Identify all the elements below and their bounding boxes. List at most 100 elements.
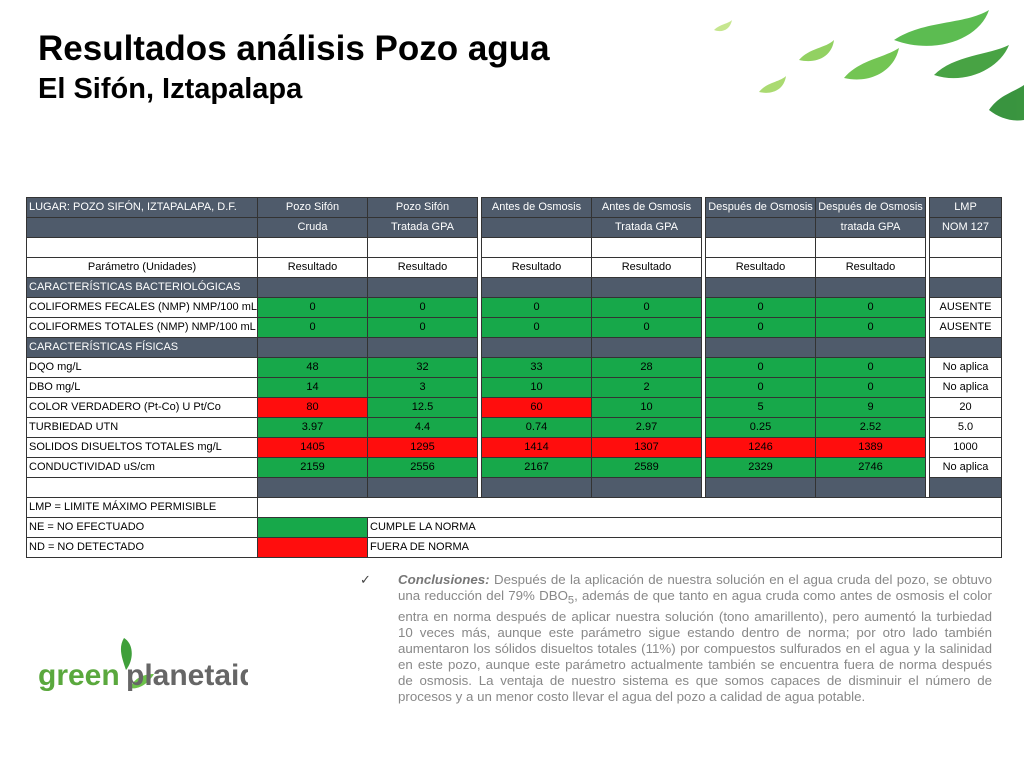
- result-cell: 3: [367, 377, 478, 398]
- table-row: TURBIEDAD UTN 3.97 4.4 0.74 2.97 0.25 2.52 5.0: [26, 417, 1002, 438]
- col-subheader: tratada GPA: [815, 217, 926, 238]
- greenplanetaid-logo: green planetaid: [38, 638, 248, 692]
- result-cell: 2159: [257, 457, 368, 478]
- result-cell: 0: [815, 377, 926, 398]
- col-subheader: Cruda: [257, 217, 368, 238]
- result-cell: 10: [481, 377, 592, 398]
- col-header: Antes de Osmosis: [481, 197, 592, 218]
- param-name: SOLIDOS DISUELTOS TOTALES mg/L: [26, 437, 258, 458]
- result-cell: 48: [257, 357, 368, 378]
- param-name: COLIFORMES TOTALES (NMP) NMP/100 mL: [26, 317, 258, 338]
- col-header: LMP: [929, 197, 1002, 218]
- result-cell: 0: [815, 297, 926, 318]
- lmp-cell: AUSENTE: [929, 297, 1002, 318]
- result-cell: 10: [591, 397, 702, 418]
- result-cell: 1307: [591, 437, 702, 458]
- spacer-row: [26, 477, 1002, 498]
- result-cell: 0: [705, 317, 816, 338]
- lmp-cell: 20: [929, 397, 1002, 418]
- section-row: CARACTERÍSTICAS FÍSICAS: [26, 337, 1002, 358]
- result-label: Resultado: [257, 257, 368, 278]
- col-header: Después de Osmosis: [705, 197, 816, 218]
- result-cell: 0: [815, 357, 926, 378]
- legend-nd: ND = NO DETECTADO: [26, 537, 258, 558]
- param-name: COLIFORMES FECALES (NMP) NMP/100 mL: [26, 297, 258, 318]
- col-subheader: [481, 217, 592, 238]
- result-cell: 0: [591, 317, 702, 338]
- logo-word-planetaid: planetaid: [126, 659, 248, 692]
- result-label: Resultado: [591, 257, 702, 278]
- result-cell: 2589: [591, 457, 702, 478]
- legend-lmp: LMP = LIMITE MÁXIMO PERMISIBLE: [26, 497, 258, 518]
- result-cell: 1405: [257, 437, 368, 458]
- result-cell: 2.97: [591, 417, 702, 438]
- result-cell: 60: [481, 397, 592, 418]
- result-cell: 0: [705, 297, 816, 318]
- result-cell: 2329: [705, 457, 816, 478]
- conclusion-block: ✓ Conclusiones: Después de la aplicación…: [360, 572, 992, 705]
- result-cell: 33: [481, 357, 592, 378]
- param-header-row: Parámetro (Unidades) Resultado Resultado…: [26, 257, 1002, 278]
- col-subheader: [705, 217, 816, 238]
- table-row: COLIFORMES FECALES (NMP) NMP/100 mL 0 0 0 0 0…: [26, 297, 1002, 318]
- result-label: Resultado: [481, 257, 592, 278]
- lmp-cell: 1000: [929, 437, 1002, 458]
- result-cell: 2746: [815, 457, 926, 478]
- col-subheader: NOM 127: [929, 217, 1002, 238]
- result-cell: 0: [257, 317, 368, 338]
- checkmark-icon: ✓: [360, 572, 371, 587]
- col-header: Pozo Sifón: [257, 197, 368, 218]
- result-cell: 1414: [481, 437, 592, 458]
- param-label: Parámetro (Unidades): [26, 257, 258, 278]
- result-label: Resultado: [367, 257, 478, 278]
- lmp-cell: AUSENTE: [929, 317, 1002, 338]
- param-name: COLOR VERDADERO (Pt-Co) U Pt/Co: [26, 397, 258, 418]
- section-bacteriological: CARACTERÍSTICAS BACTERIOLÓGICAS: [26, 277, 258, 298]
- result-cell: 2: [591, 377, 702, 398]
- table-row: CONDUCTIVIDAD uS/cm 2159 2556 2167 2589 2329 2…: [26, 457, 1002, 478]
- results-table: LUGAR: POZO SIFÓN, IZTAPALAPA, D.F. Pozo…: [26, 197, 1002, 558]
- result-cell: 0: [705, 377, 816, 398]
- result-cell: 1295: [367, 437, 478, 458]
- result-cell: 0: [705, 357, 816, 378]
- param-name: DQO mg/L: [26, 357, 258, 378]
- section-physical: CARACTERÍSTICAS FÍSICAS: [26, 337, 258, 358]
- result-cell: 80: [257, 397, 368, 418]
- table-row: DBO mg/L 14 3 10 2 0 0 No aplica: [26, 377, 1002, 398]
- slide-title: Resultados análisis Pozo agua: [38, 29, 550, 68]
- legend-green-label: CUMPLE LA NORMA: [367, 517, 1002, 538]
- title-block: Resultados análisis Pozo agua El Sifón, …: [38, 30, 598, 106]
- result-cell: 4.4: [367, 417, 478, 438]
- result-label: Resultado: [705, 257, 816, 278]
- result-cell: 32: [367, 357, 478, 378]
- result-cell: 1246: [705, 437, 816, 458]
- result-cell: 14: [257, 377, 368, 398]
- result-cell: 0: [367, 317, 478, 338]
- result-cell: 1389: [815, 437, 926, 458]
- col-header: Antes de Osmosis: [591, 197, 702, 218]
- result-cell: 0.25: [705, 417, 816, 438]
- logo-word-green: green: [38, 659, 120, 692]
- col-subheader: Tratada GPA: [367, 217, 478, 238]
- green-leaves-decoration: [714, 10, 1024, 121]
- result-cell: 3.97: [257, 417, 368, 438]
- legend-red-label: FUERA DE NORMA: [367, 537, 1002, 558]
- result-cell: 0: [815, 317, 926, 338]
- legend-green-swatch: [257, 517, 368, 538]
- subheader-row: Cruda Tratada GPA Tratada GPA tratada GP…: [26, 217, 1002, 238]
- param-name: CONDUCTIVIDAD uS/cm: [26, 457, 258, 478]
- lmp-cell: No aplica: [929, 457, 1002, 478]
- result-cell: 0.74: [481, 417, 592, 438]
- result-cell: 0: [257, 297, 368, 318]
- legend-row: LMP = LIMITE MÁXIMO PERMISIBLE: [26, 497, 1002, 518]
- lmp-cell: No aplica: [929, 377, 1002, 398]
- table-row: COLOR VERDADERO (Pt-Co) U Pt/Co 80 12.5 60 1…: [26, 397, 1002, 418]
- col-header: Después de Osmosis: [815, 197, 926, 218]
- legend-row: NE = NO EFECTUADO CUMPLE LA NORMA: [26, 517, 1002, 538]
- result-cell: 2.52: [815, 417, 926, 438]
- param-name: TURBIEDAD UTN: [26, 417, 258, 438]
- conclusion-text: Conclusiones: Después de la aplicación d…: [398, 572, 992, 704]
- table-row: COLIFORMES TOTALES (NMP) NMP/100 mL 0 0 0 0 0…: [26, 317, 1002, 338]
- lmp-cell: 5.0: [929, 417, 1002, 438]
- location-header: LUGAR: POZO SIFÓN, IZTAPALAPA, D.F.: [26, 197, 258, 218]
